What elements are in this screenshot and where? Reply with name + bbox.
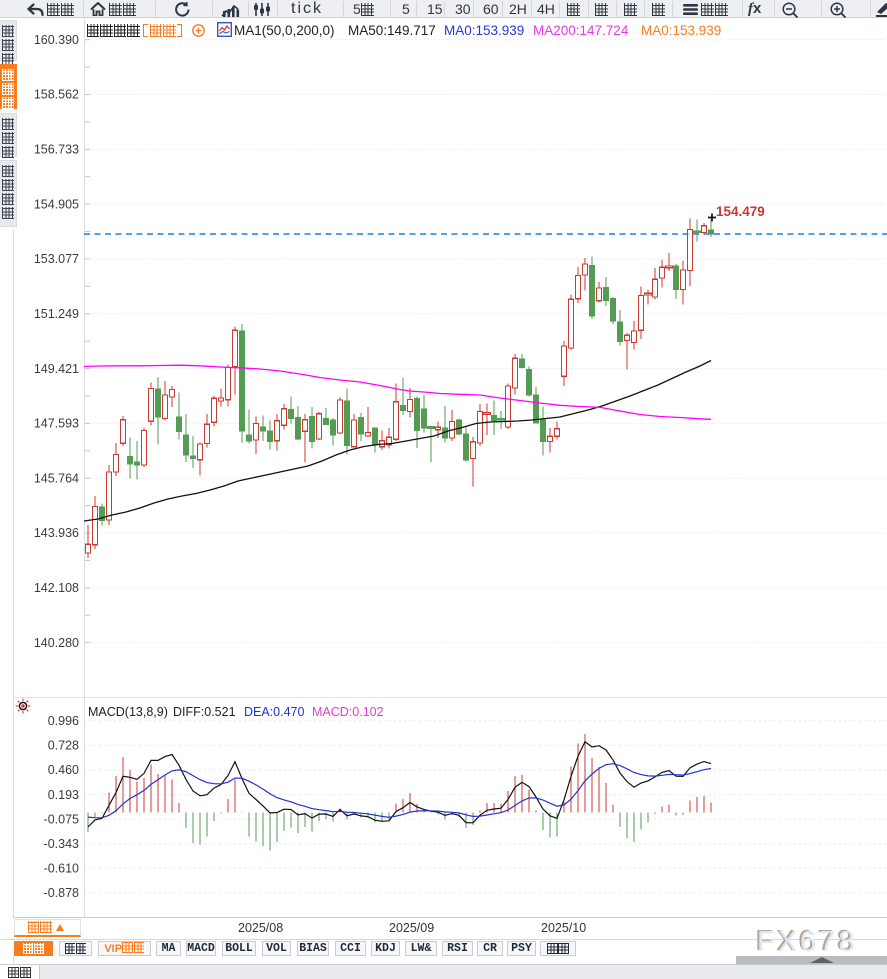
svg-text:0.728: 0.728 [48,739,79,753]
svg-text:-0.610: -0.610 [44,862,79,876]
svg-text:153.077: 153.077 [34,252,79,266]
svg-text:MACD(13,8,9): MACD(13,8,9) [88,705,168,719]
svg-text:DIFF:0.521: DIFF:0.521 [173,705,236,719]
svg-text:147.593: 147.593 [34,417,79,431]
svg-text:0.996: 0.996 [48,714,79,728]
svg-text:145.764: 145.764 [34,471,79,485]
svg-text:-0.075: -0.075 [44,812,79,826]
svg-text:MACD:0.102: MACD:0.102 [312,705,384,719]
svg-text:-0.343: -0.343 [44,837,79,851]
svg-text:154.905: 154.905 [34,197,79,211]
svg-text:-0.878: -0.878 [44,886,79,900]
svg-text:142.108: 142.108 [34,581,79,595]
svg-text:140.280: 140.280 [34,636,79,650]
svg-text:0.193: 0.193 [48,788,79,802]
svg-text:143.936: 143.936 [34,526,79,540]
svg-text:154.479: 154.479 [716,204,765,219]
svg-text:0.460: 0.460 [48,763,79,777]
svg-text:158.562: 158.562 [34,88,79,102]
svg-text:160.390: 160.390 [34,33,79,47]
svg-text:151.249: 151.249 [34,307,79,321]
svg-text:DEA:0.470: DEA:0.470 [244,705,305,719]
svg-text:156.733: 156.733 [34,143,79,157]
svg-text:149.421: 149.421 [34,362,79,376]
